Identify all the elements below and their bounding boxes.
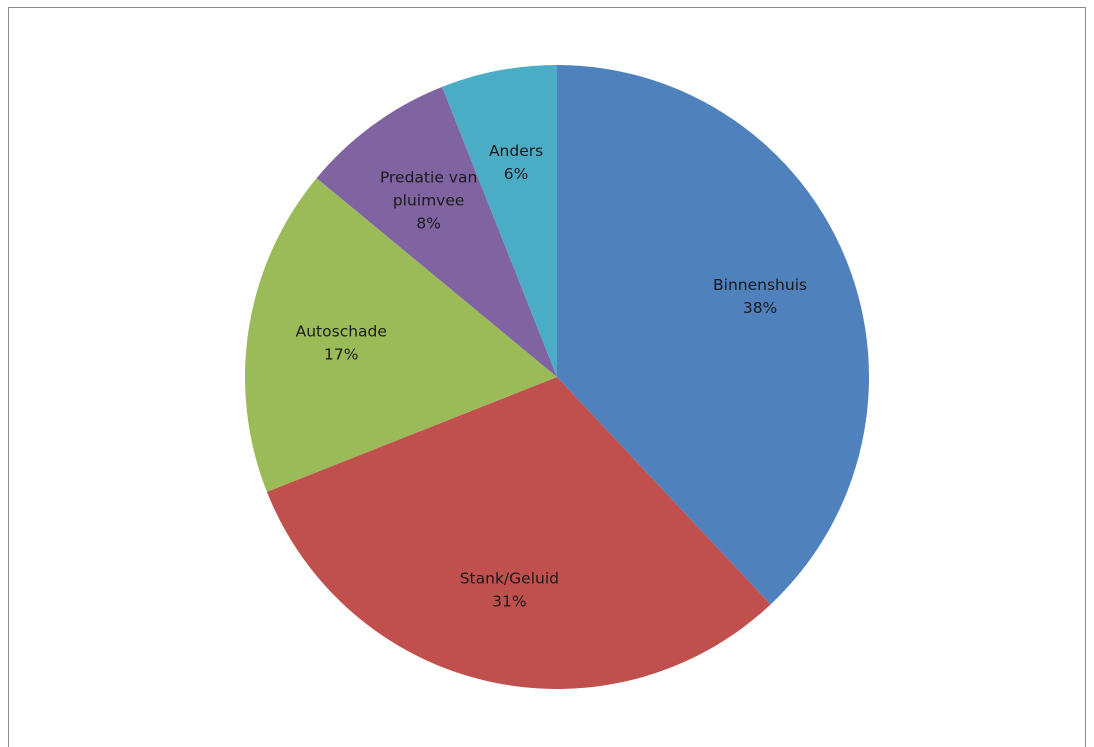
slice-value-label: 38% [743, 299, 777, 317]
slice-label-predatie-van-pluimvee: Predatie van pluimvee 8% [380, 168, 477, 232]
slice-value-label: 8% [416, 214, 441, 232]
slice-label-binnenshuis: Binnenshuis 38% [713, 276, 807, 317]
slice-category-label: Autoschade [296, 322, 387, 340]
pie-slice-stank-geluid [266, 377, 771, 689]
slice-category-label: Anders [489, 142, 543, 160]
pie-slice-predatie-van-pluimvee [316, 86, 557, 378]
slice-category-label: Binnenshuis [713, 276, 807, 294]
slice-label-autoschade: Autoschade 17% [296, 322, 387, 363]
pie-slice-anders [442, 65, 557, 377]
pie-slice-binnenshuis [557, 65, 870, 605]
pie-slices [245, 65, 870, 689]
slice-category-label: pluimvee [393, 191, 465, 209]
slice-category-label: Stank/Geluid [460, 570, 559, 588]
slice-label-stank-geluid: Stank/Geluid 31% [460, 570, 559, 611]
pie-labels: Binnenshuis 38% Stank/Geluid 31% Autoschade 1… [296, 142, 807, 611]
slice-category-label: Predatie van [380, 168, 477, 186]
slice-label-anders: Anders 6% [489, 142, 543, 183]
slice-value-label: 17% [324, 345, 358, 363]
slice-value-label: 6% [504, 165, 529, 183]
pie-slice-autoschade [245, 178, 557, 492]
slice-value-label: 31% [492, 593, 526, 611]
